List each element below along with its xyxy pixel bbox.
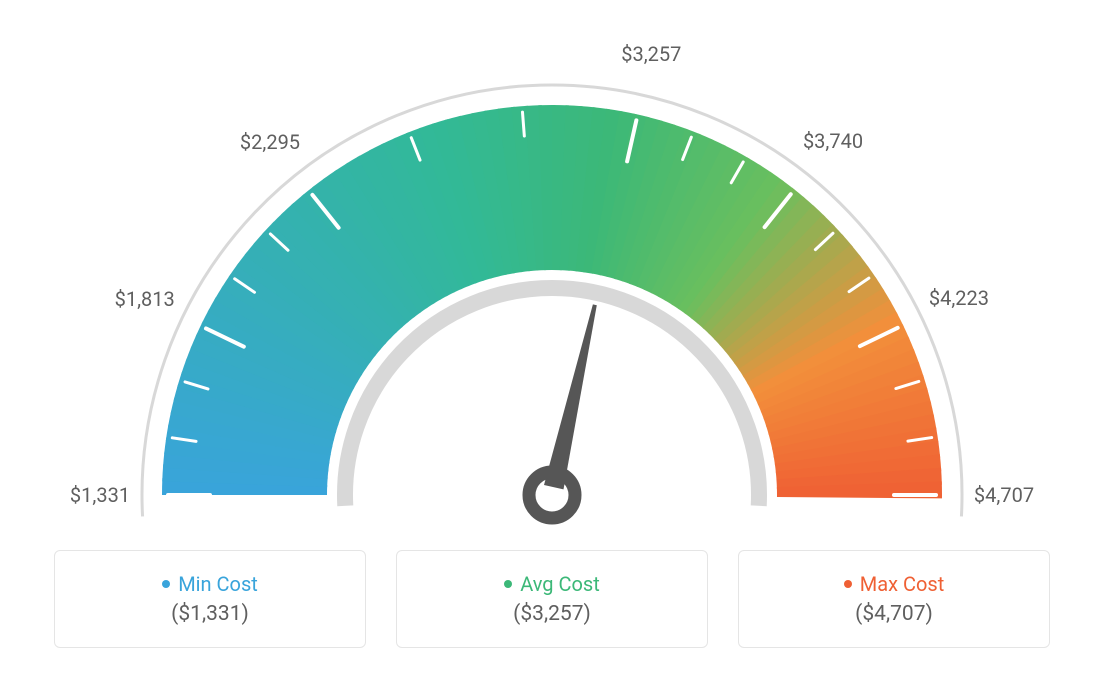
legend-cards: Min Cost ($1,331) Avg Cost ($3,257) Max …: [0, 540, 1104, 648]
gauge-chart: $1,331 $1,813 $2,295 $3,257 $3,740 $4,223 $4,7…: [0, 0, 1104, 540]
gauge-tick-label: $3,257: [621, 42, 681, 66]
max-cost-card: Max Cost ($4,707): [738, 550, 1050, 648]
dot-icon: [844, 580, 852, 588]
avg-cost-label: Avg Cost: [520, 572, 600, 596]
dot-icon: [504, 580, 512, 588]
gauge-tick-label: $4,707: [974, 483, 1034, 507]
min-cost-card: Min Cost ($1,331): [54, 550, 366, 648]
gauge-svg: [0, 0, 1104, 540]
gauge-tick-label: $1,331: [70, 483, 130, 507]
min-cost-title-row: Min Cost: [162, 572, 258, 596]
dot-icon: [162, 580, 170, 588]
max-cost-value: ($4,707): [855, 602, 933, 626]
gauge-tick-label: $4,223: [929, 286, 989, 310]
avg-cost-title-row: Avg Cost: [504, 572, 600, 596]
min-cost-label: Min Cost: [178, 572, 258, 596]
avg-cost-value: ($3,257): [513, 602, 591, 626]
gauge-tick-label: $2,295: [240, 130, 300, 154]
gauge-tick-label: $1,813: [115, 287, 175, 311]
max-cost-title-row: Max Cost: [844, 572, 945, 596]
gauge-tick-label: $3,740: [803, 129, 863, 153]
min-cost-value: ($1,331): [171, 602, 249, 626]
avg-cost-card: Avg Cost ($3,257): [396, 550, 708, 648]
max-cost-label: Max Cost: [860, 572, 945, 596]
